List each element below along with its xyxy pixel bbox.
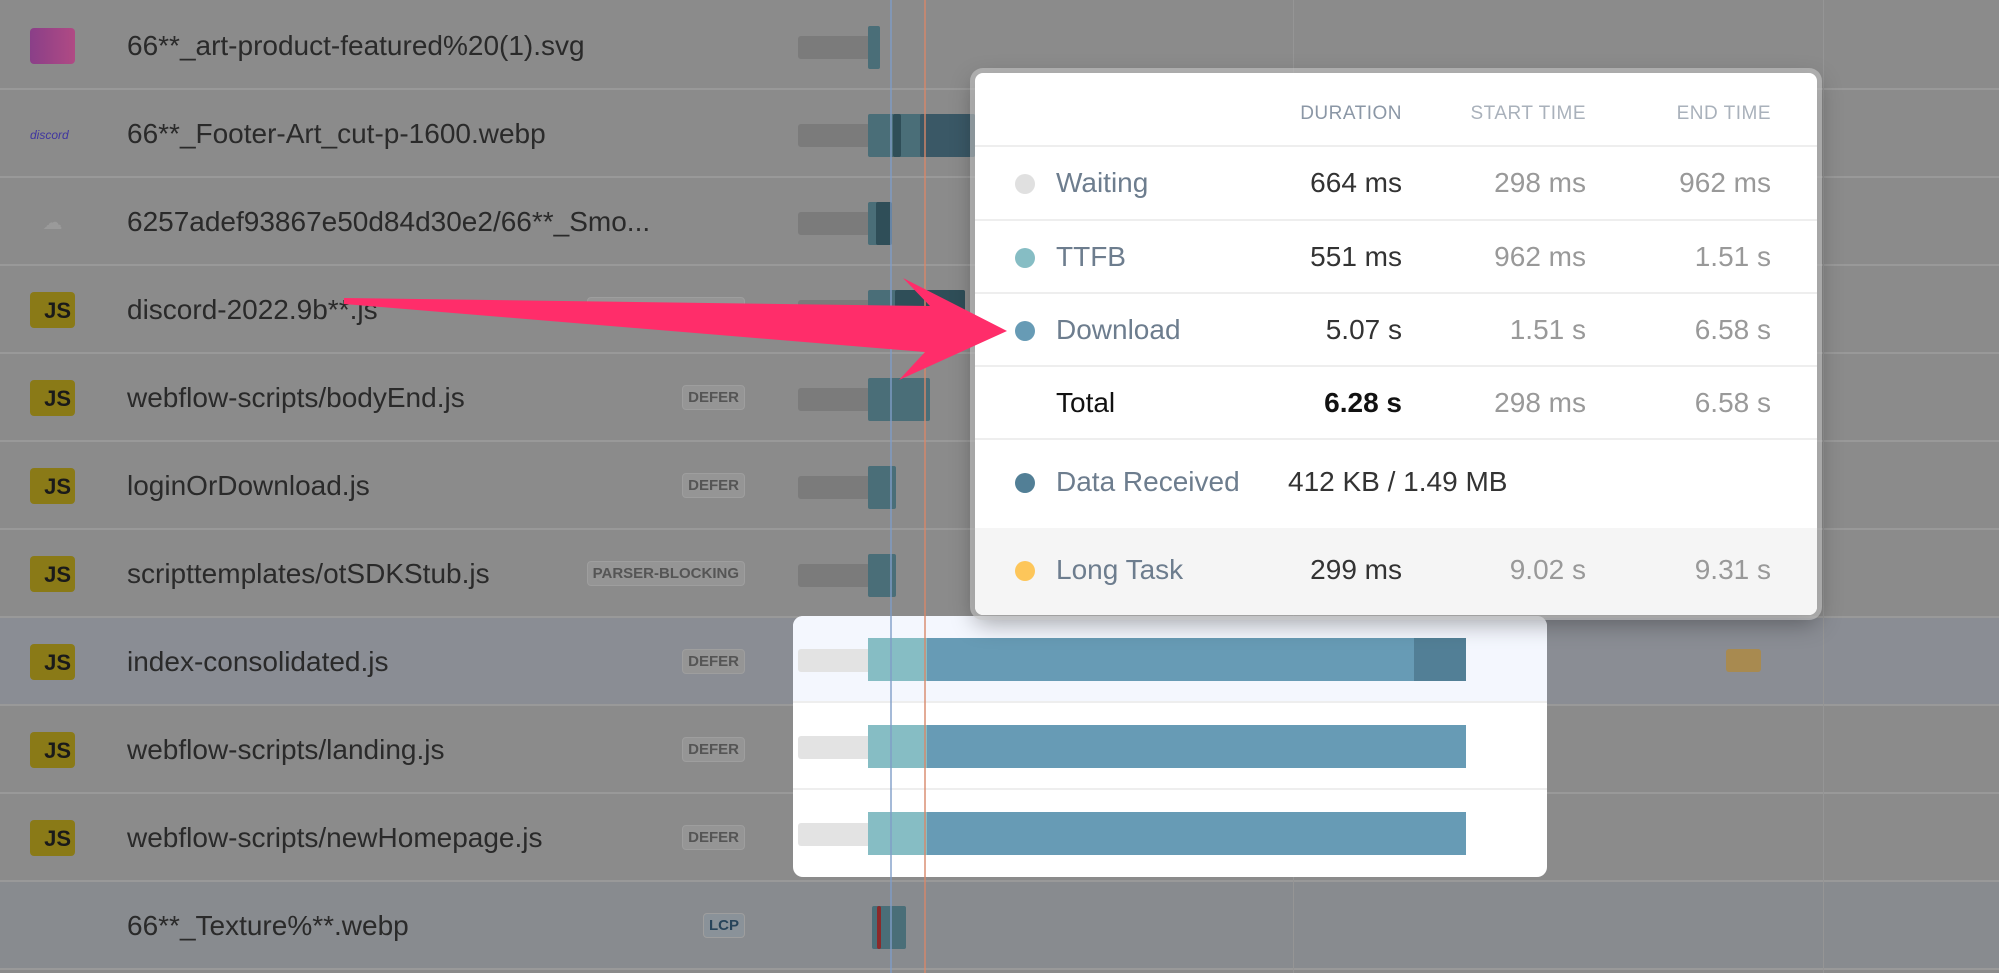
waterfall-bar-landing[interactable] bbox=[793, 703, 1547, 790]
request-filename[interactable]: 66**_art-product-featured%20(1).svg bbox=[127, 30, 585, 61]
js-file-icon: JS bbox=[30, 292, 75, 328]
image-thumbnail-icon: discord bbox=[30, 128, 69, 142]
request-badge: DEFER bbox=[682, 385, 745, 410]
waiting-start: 298 ms bbox=[1494, 167, 1586, 198]
waterfall-bar-newhomepage[interactable] bbox=[793, 790, 1547, 877]
header-duration: DURATION bbox=[1300, 103, 1402, 124]
waiting-bar bbox=[798, 476, 870, 499]
timing-bar[interactable] bbox=[920, 114, 975, 157]
request-filename[interactable]: webflow-scripts/landing.js bbox=[127, 734, 445, 765]
waiting-row: Waiting 664 ms 298 ms 962 ms bbox=[975, 145, 1817, 219]
request-badge: DEFER bbox=[682, 473, 745, 498]
waiting-bar bbox=[798, 388, 870, 411]
waiting-bar bbox=[798, 564, 870, 587]
request-badge: LCP bbox=[703, 913, 745, 938]
start-render-line bbox=[890, 0, 892, 973]
total-row: Total 6.28 s 298 ms 6.58 s bbox=[975, 365, 1817, 438]
timing-bar[interactable] bbox=[868, 378, 930, 421]
header-end-time: END TIME bbox=[1676, 103, 1771, 124]
download-duration: 5.07 s bbox=[1325, 314, 1402, 345]
download-start: 1.51 s bbox=[1509, 314, 1586, 345]
js-file-icon: JS bbox=[30, 732, 75, 768]
timeline-gridline bbox=[1823, 0, 1824, 973]
long-task-duration: 299 ms bbox=[1310, 554, 1402, 585]
request-filename[interactable]: 66**_Texture%**.webp bbox=[127, 910, 409, 941]
lcp-line bbox=[924, 0, 926, 973]
js-file-icon: JS bbox=[30, 644, 75, 680]
image-thumbnail-icon: ☁ bbox=[42, 212, 63, 234]
request-filename[interactable]: webflow-scripts/newHomepage.js bbox=[127, 822, 543, 853]
request-badge: DEFER bbox=[682, 825, 745, 850]
timing-bar[interactable] bbox=[876, 202, 892, 245]
svg-thumbnail-icon bbox=[30, 28, 75, 64]
request-filename[interactable]: 6257adef93867e50d84d30e2/66**_Smo... bbox=[127, 206, 651, 237]
request-filename[interactable]: 66**_Footer-Art_cut-p-1600.webp bbox=[127, 118, 546, 149]
waterfall-bar-index-consolidated[interactable] bbox=[793, 616, 1547, 703]
timing-bar[interactable] bbox=[868, 26, 880, 69]
waiting-bar bbox=[798, 124, 870, 147]
total-duration: 6.28 s bbox=[1324, 387, 1402, 418]
header-start-time: START TIME bbox=[1470, 103, 1586, 124]
download-dot-icon bbox=[1015, 321, 1035, 341]
ttfb-row: TTFB 551 ms 962 ms 1.51 s bbox=[975, 219, 1817, 292]
request-filename[interactable]: scripttemplates/otSDKStub.js bbox=[127, 558, 490, 589]
request-filename[interactable]: index-consolidated.js bbox=[127, 646, 389, 677]
waiting-bar bbox=[798, 212, 870, 235]
ttfb-label: TTFB bbox=[1056, 241, 1126, 272]
long-task-start: 9.02 s bbox=[1509, 554, 1586, 585]
total-start: 298 ms bbox=[1494, 387, 1586, 418]
request-filename[interactable]: loginOrDownload.js bbox=[127, 470, 370, 501]
request-filename[interactable]: discord-2022.9b**.js bbox=[127, 294, 378, 325]
request-row[interactable]: 66**_Texture%**.webp LCP bbox=[0, 882, 1999, 970]
ttfb-end: 1.51 s bbox=[1694, 241, 1771, 272]
request-badge: DEFER bbox=[682, 737, 745, 762]
data-received-value: 412 KB / 1.49 MB bbox=[1288, 466, 1508, 497]
timing-bar[interactable] bbox=[893, 114, 901, 157]
long-task-marker[interactable] bbox=[1726, 649, 1761, 672]
long-task-label: Long Task bbox=[1056, 554, 1184, 585]
data-received-row: Data Received 412 KB / 1.49 MB bbox=[975, 438, 1817, 528]
data-received-label: Data Received bbox=[1056, 466, 1240, 497]
long-task-end: 9.31 s bbox=[1694, 554, 1771, 585]
total-end: 6.58 s bbox=[1694, 387, 1771, 418]
download-row: Download 5.07 s 1.51 s 6.58 s bbox=[975, 292, 1817, 365]
request-filename[interactable]: webflow-scripts/bodyEnd.js bbox=[127, 382, 465, 413]
arrow-shape bbox=[344, 278, 1007, 380]
js-file-icon: JS bbox=[30, 380, 75, 416]
js-file-icon: JS bbox=[30, 556, 75, 592]
ttfb-start: 962 ms bbox=[1494, 241, 1586, 272]
long-task-dot-icon bbox=[1015, 561, 1035, 581]
waiting-bar bbox=[798, 36, 870, 59]
waiting-dot-icon bbox=[1015, 174, 1035, 194]
request-badge: PARSER-BLOCKING bbox=[586, 561, 745, 586]
timing-bar[interactable] bbox=[877, 906, 881, 949]
ttfb-dot-icon bbox=[1015, 248, 1035, 268]
js-file-icon: JS bbox=[30, 468, 75, 504]
highlighted-requests bbox=[793, 616, 1547, 877]
waiting-label: Waiting bbox=[1056, 167, 1149, 198]
request-timing-tooltip: DURATION START TIME END TIME Waiting 664… bbox=[975, 73, 1817, 615]
download-label: Download bbox=[1056, 314, 1181, 345]
total-label: Total bbox=[1056, 387, 1116, 418]
request-row[interactable]: JS webflow-scripts/newHomepage.js DEFER bbox=[0, 794, 1999, 882]
request-badge: DEFER bbox=[682, 649, 745, 674]
waiting-end: 962 ms bbox=[1679, 167, 1771, 198]
long-task-row: Long Task 299 ms 9.02 s 9.31 s bbox=[975, 528, 1817, 615]
js-file-icon: JS bbox=[30, 820, 75, 856]
download-end: 6.58 s bbox=[1694, 314, 1771, 345]
ttfb-duration: 551 ms bbox=[1310, 241, 1402, 272]
waiting-duration: 664 ms bbox=[1310, 167, 1402, 198]
data-received-dot-icon bbox=[1015, 473, 1035, 493]
